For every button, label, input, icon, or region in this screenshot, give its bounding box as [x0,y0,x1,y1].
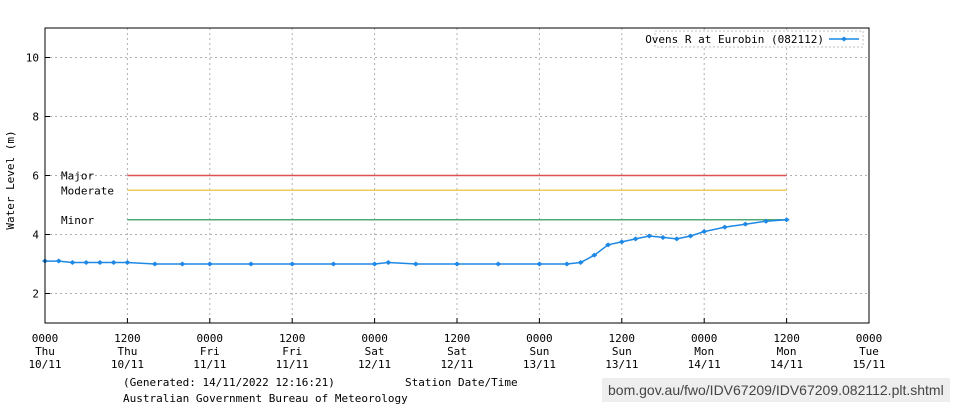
x-tick-date: 10/11 [111,358,144,371]
data-point [687,233,694,239]
x-tick-day: Tue [859,345,879,358]
data-point [412,261,419,267]
x-tick-day: Mon [777,345,797,358]
x-tick-time: 1200 [279,332,306,345]
y-tick-label: 6 [32,170,39,183]
x-tick-time: 0000 [691,332,718,345]
x-tick-day: Sun [529,345,549,358]
x-tick-date: 12/11 [440,358,473,371]
y-tick-label: 4 [32,229,39,242]
data-point [248,261,254,267]
data-point [371,261,378,267]
data-point [330,261,337,267]
y-tick-label: 10 [26,52,39,65]
data-point [605,242,612,248]
x-tick-time: 0000 [526,332,553,345]
x-tick-time: 0000 [197,332,224,345]
data-point [673,236,680,242]
data-point [124,260,131,266]
data-point [632,236,639,242]
x-tick-day: Thu [117,345,137,358]
x-tick-date: 12/11 [358,358,391,371]
data-point [385,260,392,266]
threshold-label-major: Major [61,170,94,183]
x-tick-time: 0000 [856,332,883,345]
x-tick-date: 14/11 [688,358,721,371]
data-point [55,258,62,264]
x-tick-day: Thu [35,345,55,358]
y-tick-label: 2 [32,288,39,301]
data-point [69,260,76,266]
data-point [701,229,708,235]
data-point [96,260,103,266]
data-point [783,217,790,223]
generated-timestamp: (Generated: 14/11/2022 12:16:21) [123,376,335,389]
data-point [83,260,90,266]
x-tick-day: Mon [694,345,714,358]
data-point [179,261,186,267]
x-tick-time: 1200 [114,332,141,345]
data-point [495,261,502,267]
data-point [591,252,598,258]
threshold-label-moderate: Moderate [61,184,114,197]
x-tick-time: 0000 [32,332,59,345]
data-point [206,261,213,267]
data-point [646,233,653,239]
x-tick-day: Fri [282,345,302,358]
x-tick-time: 1200 [444,332,471,345]
x-tick-date: 14/11 [770,358,803,371]
series-line [45,219,787,265]
x-tick-date: 13/11 [523,358,556,371]
legend: Ovens R at Eurobin (082112) [645,30,864,48]
data-point [618,239,625,245]
x-axis: 0000Thu10/111200Thu10/110000Fri11/111200… [28,318,886,371]
data-point [110,260,117,266]
data-point [289,261,296,267]
legend-box [654,30,864,48]
legend-marker [841,36,847,42]
x-tick-time: 1200 [773,332,800,345]
agency-credit: Australian Government Bureau of Meteorol… [123,392,408,405]
data-point [742,221,749,227]
source-url[interactable]: bom.gov.au/fwo/IDV67209/IDV67209.082112.… [602,378,950,402]
y-axis: 2 4 6 8 10 [26,52,50,301]
x-tick-date: 11/11 [276,358,309,371]
y-axis-label: Water Level (m) [4,130,17,229]
threshold-label-minor: Minor [61,214,94,227]
data-point [454,261,460,267]
data-point [721,224,728,230]
data-point [660,234,666,240]
data-point [563,261,570,267]
x-tick-time: 1200 [609,332,636,345]
x-tick-day: Sat [447,345,467,358]
x-axis-label: Station Date/Time [405,376,518,389]
series-layer [42,217,790,267]
x-tick-day: Fri [200,345,220,358]
legend-label: Ovens R at Eurobin (082112) [645,33,824,46]
data-point [536,261,543,267]
x-tick-date: 15/11 [852,358,885,371]
x-tick-date: 10/11 [28,358,61,371]
data-point [577,260,584,266]
y-tick-label: 8 [32,111,39,124]
x-tick-time: 0000 [361,332,388,345]
x-tick-day: Sun [612,345,632,358]
data-point [151,261,158,267]
grid-lines [45,28,869,323]
x-tick-date: 13/11 [605,358,638,371]
x-tick-day: Sat [365,345,385,358]
data-point [763,218,769,224]
x-tick-date: 11/11 [193,358,226,371]
